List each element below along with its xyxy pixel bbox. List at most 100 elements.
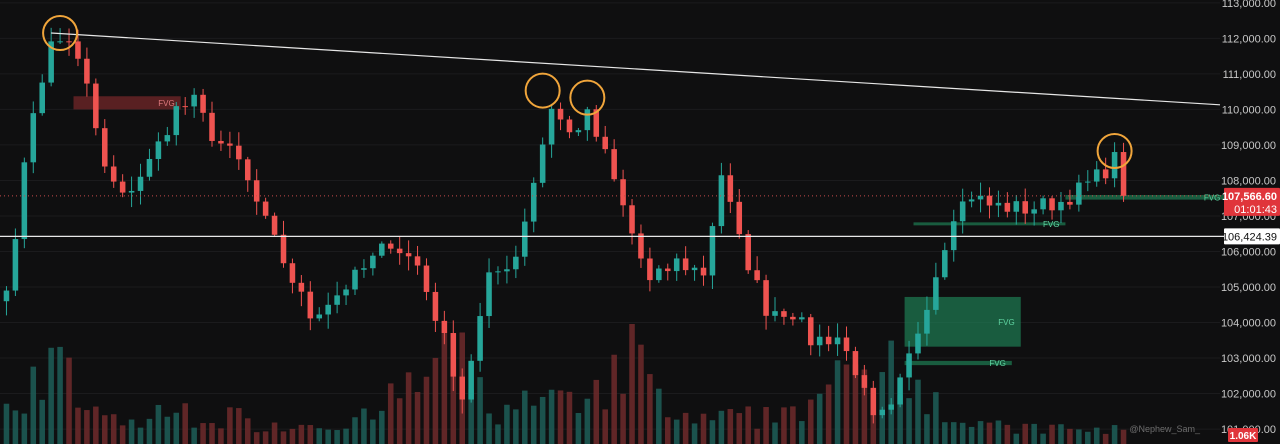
candle-body <box>924 309 930 334</box>
volume-bar <box>745 406 751 444</box>
volume-bar <box>137 427 144 444</box>
candle-body <box>477 316 483 361</box>
volume-bar <box>209 423 215 444</box>
candle-body <box>379 243 385 256</box>
candle-body <box>709 226 716 276</box>
volume-bar <box>334 430 340 444</box>
volume-bar <box>101 415 108 444</box>
candle-body <box>504 269 510 272</box>
candle-body <box>66 41 72 43</box>
candle-body <box>387 243 394 249</box>
volume-bar <box>423 376 430 444</box>
level-label: 106,424.39 <box>1222 231 1277 243</box>
candle-body <box>280 234 287 264</box>
candle-body <box>12 239 19 291</box>
candle-body <box>1004 202 1011 212</box>
volume-bar <box>21 413 28 444</box>
volume-bar <box>924 414 930 444</box>
chart-lines <box>0 32 1226 238</box>
fvg-label: FVG <box>1204 193 1220 202</box>
volume-bar <box>218 428 224 444</box>
fvg-zone <box>904 360 1012 366</box>
volume-bar <box>12 410 19 444</box>
candle-body <box>807 317 814 346</box>
volume-bar <box>504 404 510 444</box>
volume-bar <box>709 420 716 444</box>
candle-body <box>450 333 457 377</box>
candle-body <box>781 311 787 317</box>
candle-body <box>870 387 877 416</box>
price-tick-label: 103,000.00 <box>1221 353 1276 365</box>
watermark: @Nephew_Sam_ <box>1129 424 1201 434</box>
candle-body <box>530 182 537 222</box>
volume-bar <box>790 406 796 444</box>
volume-bar <box>414 391 421 444</box>
volume-bar <box>1040 433 1046 444</box>
candle-body <box>995 202 1002 206</box>
price-tick-label: 112,000.00 <box>1222 33 1276 45</box>
candle-body <box>584 109 591 131</box>
fvg-label: FVG <box>989 359 1005 368</box>
fvg-zone <box>1065 195 1227 200</box>
candle-body <box>647 258 653 281</box>
volume-bar <box>673 419 680 444</box>
price-tick-label: 102,000.00 <box>1221 389 1276 401</box>
candle-body <box>825 336 832 345</box>
candle-body <box>593 109 600 137</box>
price-axis[interactable]: 113,000.00 112,000.00 111,000.00 110,000.00… <box>1221 0 1280 444</box>
candle-body <box>906 353 912 378</box>
candle-body <box>1040 198 1046 210</box>
volume-bar <box>325 429 331 444</box>
volume-bar <box>1049 424 1055 444</box>
candle-body <box>84 58 90 84</box>
volume-bar <box>1067 428 1073 444</box>
level-tag <box>1224 228 1280 245</box>
volume-bar <box>441 333 448 444</box>
price-tick-label: 113,000.00 <box>1222 0 1276 10</box>
fvg-label: FVG <box>1043 220 1059 229</box>
volume-bar <box>566 391 573 444</box>
volume-bar <box>950 422 957 444</box>
candle-body <box>942 250 948 278</box>
price-tick-label: 105,000.00 <box>1221 282 1276 294</box>
candle-body <box>700 267 707 276</box>
candle-body <box>1022 201 1029 214</box>
candle-body <box>816 336 823 346</box>
candle-body <box>1120 152 1127 196</box>
candle-body <box>879 409 886 416</box>
price-tick-label: 104,000.00 <box>1221 318 1276 330</box>
volume-bar <box>539 396 546 444</box>
candlesticks[interactable] <box>3 27 1127 424</box>
price-tick-label: 111,000.00 <box>1223 69 1276 81</box>
candle-body <box>128 190 135 193</box>
volume-bar <box>200 423 206 444</box>
trendline <box>51 32 1221 106</box>
volume-bar <box>289 428 296 444</box>
candle-body <box>396 248 403 254</box>
volume-bar <box>236 408 242 444</box>
volume-bar <box>807 399 814 444</box>
candle-body <box>1085 181 1091 183</box>
volume-bar <box>379 410 385 444</box>
volume-bar <box>691 423 698 444</box>
volume-bar <box>825 384 832 444</box>
volume-bar <box>799 421 805 444</box>
candle-body <box>1031 209 1037 214</box>
candle-body <box>968 199 975 202</box>
candle-body <box>682 258 689 271</box>
volume-bar <box>146 418 153 444</box>
volume-bar <box>522 390 528 444</box>
candle-body <box>209 112 215 141</box>
volume-bar <box>629 324 635 444</box>
volume-bar <box>75 407 81 444</box>
volume-bar <box>370 419 376 444</box>
candle-body <box>21 162 28 240</box>
volume-bar <box>772 422 778 444</box>
current-price-label: 107,566.60 <box>1222 191 1277 203</box>
volume-bar <box>700 413 707 444</box>
candle-body <box>754 270 760 281</box>
candle-body <box>950 221 957 251</box>
candle-body <box>843 337 850 352</box>
volume-bar <box>66 357 72 444</box>
